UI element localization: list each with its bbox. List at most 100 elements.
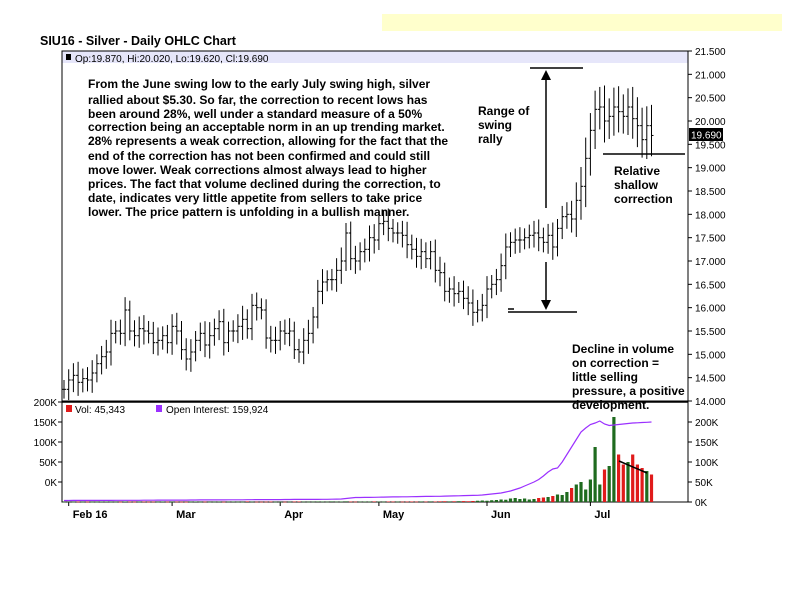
volume-bar <box>551 496 555 502</box>
volume-bar <box>273 501 278 503</box>
volume-bar <box>612 417 616 502</box>
volume-bar <box>100 501 104 503</box>
price-tick-label: 20.500 <box>695 94 726 105</box>
volume-bar <box>372 501 376 503</box>
commentary-line: been around 28%, well under a standard m… <box>88 107 422 121</box>
volume-bar <box>457 501 461 502</box>
volume-bar <box>137 501 141 503</box>
volume-bar <box>358 501 362 503</box>
commentary-line: From the June swing low to the early Jul… <box>88 77 430 91</box>
volume-bar <box>635 464 639 502</box>
volume-bar <box>621 464 625 502</box>
volume-bar <box>203 501 207 503</box>
top-highlight-band <box>382 14 782 31</box>
volume-bar <box>353 501 357 503</box>
volume-bar <box>541 497 545 502</box>
volume-bar <box>245 501 249 502</box>
volume-bar <box>429 501 433 502</box>
volume-bar <box>598 484 602 502</box>
volume-bar <box>165 501 169 503</box>
price-tick-label: 18.500 <box>695 187 726 198</box>
commentary-line: date, indicates very little appetite fro… <box>88 191 422 205</box>
volume-bar <box>443 501 447 502</box>
volume-bar <box>179 501 184 503</box>
volume-bar <box>283 501 287 503</box>
volume-tick-label-left: 200K <box>34 398 58 409</box>
volume-bar <box>302 501 306 503</box>
volume-bar <box>494 500 498 502</box>
volume-bar <box>480 500 484 502</box>
volume-bar <box>241 501 245 503</box>
volume-bar <box>382 501 386 503</box>
volume-bar <box>400 501 404 503</box>
volume-bars <box>62 417 654 503</box>
volume-bar <box>485 500 489 502</box>
volume-tick-label-left: 0K <box>45 478 58 489</box>
volume-bar <box>424 501 428 503</box>
volume-bar <box>222 501 226 503</box>
volume-bar <box>438 501 442 502</box>
chart-title: SIU16 - Silver - Daily OHLC Chart <box>40 34 237 48</box>
volume-bar <box>386 501 390 503</box>
volume-bar <box>184 501 188 503</box>
ohlc-bars <box>62 85 654 401</box>
volume-bar <box>109 501 113 503</box>
volume-bar <box>278 501 282 503</box>
volume-legend: Vol: 45,343 <box>75 405 125 416</box>
volume-annotation: little selling <box>572 370 638 384</box>
volume-bar <box>631 454 635 502</box>
volume-annotation: on correction = <box>572 356 659 370</box>
volume-bar <box>640 468 644 502</box>
arrow-head-up <box>541 70 551 80</box>
x-tick-label: Feb 16 <box>73 509 108 521</box>
volume-bar <box>546 497 550 502</box>
commentary-line: prices. The fact that volume declined du… <box>88 177 441 191</box>
open-interest-line <box>64 420 652 502</box>
commentary-line: correction being an acceptable norm in a… <box>88 120 445 134</box>
price-tick-label: 16.500 <box>695 280 726 291</box>
volume-bar <box>476 500 480 502</box>
price-axis: 21.500 21.000 20.500 20.000 19.500 19.000 18.5… <box>688 47 726 408</box>
volume-bar <box>118 501 122 503</box>
price-tick-label: 21.500 <box>695 47 726 58</box>
volume-tick-label-right: 150K <box>695 438 719 449</box>
range-arrow <box>508 67 583 313</box>
volume-bar <box>607 466 611 502</box>
volume-bar <box>367 501 372 503</box>
volume-annotation: development. <box>572 398 649 412</box>
volume-bar <box>570 488 574 502</box>
volume-annotation: pressure, a positive <box>572 384 685 398</box>
volume-bar <box>231 501 235 503</box>
volume-tick-label-right: 100K <box>695 458 719 469</box>
price-tick-label: 19.500 <box>695 140 726 151</box>
arrow-head-down <box>541 300 551 310</box>
volume-bar <box>645 471 649 502</box>
range-annotation: Range of <box>478 104 530 118</box>
volume-tick-label-right: 0K <box>695 498 708 509</box>
last-price-box <box>689 128 723 141</box>
volume-bar <box>396 501 400 503</box>
volume-bar <box>466 501 470 502</box>
volume-bar <box>114 501 118 503</box>
price-tick-label: 19.000 <box>695 164 726 175</box>
volume-bar <box>104 501 108 503</box>
range-annotation: rally <box>478 132 503 146</box>
volume-bar <box>147 501 151 503</box>
volume-bar <box>311 501 315 503</box>
volume-bar <box>259 501 263 503</box>
volume-bar <box>391 501 395 503</box>
price-tick-label: 20.000 <box>695 117 726 128</box>
volume-bar <box>175 501 179 503</box>
volume-bar <box>269 501 273 503</box>
commentary-line: rallied about $5.30. So far, the correct… <box>88 93 428 107</box>
volume-bar <box>560 495 564 502</box>
volume-tick-label-right: 50K <box>695 478 713 489</box>
volume-bar <box>335 501 339 503</box>
volume-bar <box>151 501 155 503</box>
volume-bar <box>461 501 466 502</box>
volume-bar <box>170 501 174 503</box>
volume-bar <box>306 501 310 503</box>
ohlc-readout: Op:19.870, Hi:20.020, Lo:19.620, Cl:19.6… <box>75 54 269 65</box>
volume-bar <box>565 492 569 502</box>
volume-tick-label-left: 50K <box>39 458 57 469</box>
